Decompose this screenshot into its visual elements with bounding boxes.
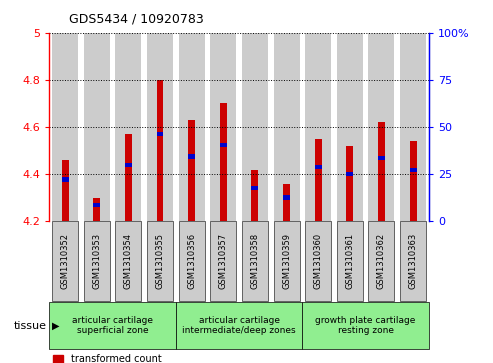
Bar	[378, 122, 385, 221]
Bar	[368, 33, 394, 221]
Bar	[220, 143, 227, 147]
Text: GSM1310353: GSM1310353	[92, 233, 101, 289]
Bar	[251, 170, 258, 221]
Bar	[274, 33, 300, 221]
Bar	[62, 160, 69, 221]
Bar	[347, 172, 353, 176]
Bar	[211, 33, 236, 221]
Text: growth plate cartilage
resting zone: growth plate cartilage resting zone	[316, 316, 416, 335]
Bar	[400, 33, 426, 221]
Text: articular cartilage
superficial zone: articular cartilage superficial zone	[72, 316, 153, 335]
Text: GSM1310356: GSM1310356	[187, 233, 196, 289]
Text: GSM1310354: GSM1310354	[124, 233, 133, 289]
Bar	[147, 33, 173, 221]
FancyBboxPatch shape	[337, 221, 363, 301]
FancyBboxPatch shape	[178, 221, 205, 301]
Bar	[220, 103, 227, 221]
FancyBboxPatch shape	[368, 221, 394, 301]
Text: ▶: ▶	[52, 321, 59, 331]
Bar	[347, 146, 353, 221]
FancyBboxPatch shape	[305, 221, 331, 301]
Bar	[315, 139, 321, 221]
Bar	[378, 156, 385, 160]
Bar	[157, 80, 164, 221]
Text: GSM1310359: GSM1310359	[282, 233, 291, 289]
Text: GSM1310362: GSM1310362	[377, 233, 386, 289]
Bar	[157, 132, 164, 136]
Text: GSM1310361: GSM1310361	[345, 233, 354, 289]
Bar	[52, 33, 78, 221]
Bar	[62, 177, 69, 182]
FancyBboxPatch shape	[302, 302, 429, 349]
Legend: transformed count, percentile rank within the sample: transformed count, percentile rank withi…	[49, 350, 240, 363]
Text: GSM1310358: GSM1310358	[250, 233, 259, 289]
Bar	[305, 33, 331, 221]
Bar	[283, 195, 290, 200]
FancyBboxPatch shape	[84, 221, 110, 301]
Bar	[242, 33, 268, 221]
FancyBboxPatch shape	[176, 302, 302, 349]
FancyBboxPatch shape	[49, 302, 176, 349]
Text: GSM1310355: GSM1310355	[155, 233, 165, 289]
Bar	[125, 163, 132, 167]
Bar	[84, 33, 110, 221]
Text: GSM1310357: GSM1310357	[219, 233, 228, 289]
FancyBboxPatch shape	[242, 221, 268, 301]
Bar	[93, 203, 100, 207]
Text: GSM1310363: GSM1310363	[409, 233, 418, 289]
Bar	[410, 141, 417, 221]
Bar	[188, 154, 195, 159]
FancyBboxPatch shape	[147, 221, 173, 301]
Bar	[115, 33, 141, 221]
Bar	[410, 168, 417, 172]
Text: articular cartilage
intermediate/deep zones: articular cartilage intermediate/deep zo…	[182, 316, 296, 335]
FancyBboxPatch shape	[274, 221, 300, 301]
Bar	[251, 186, 258, 190]
Text: GSM1310360: GSM1310360	[314, 233, 323, 289]
Bar	[178, 33, 205, 221]
Text: GSM1310352: GSM1310352	[61, 233, 70, 289]
FancyBboxPatch shape	[52, 221, 78, 301]
FancyBboxPatch shape	[400, 221, 426, 301]
Bar	[125, 134, 132, 221]
Bar	[188, 120, 195, 221]
Bar	[283, 184, 290, 221]
FancyBboxPatch shape	[115, 221, 141, 301]
Bar	[337, 33, 363, 221]
Text: tissue: tissue	[14, 321, 47, 331]
Bar	[315, 165, 321, 170]
Text: GDS5434 / 10920783: GDS5434 / 10920783	[69, 12, 204, 25]
FancyBboxPatch shape	[211, 221, 236, 301]
Bar	[93, 198, 100, 221]
